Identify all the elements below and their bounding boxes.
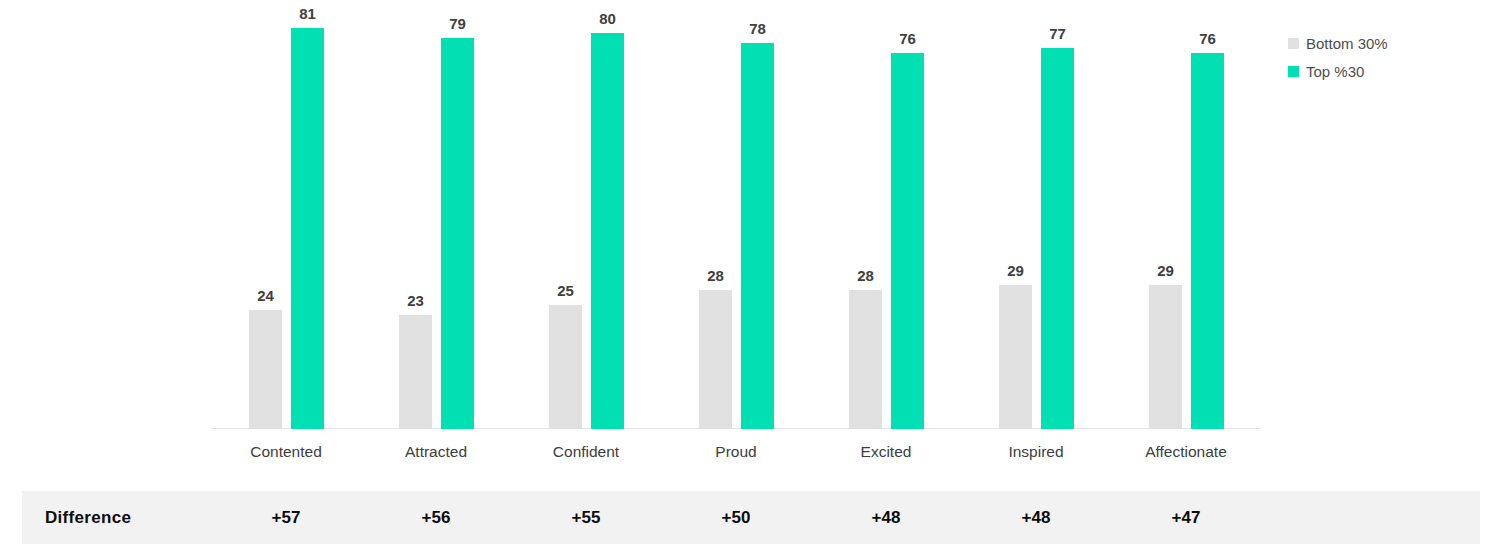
legend: Bottom 30% Top %30 (1288, 33, 1388, 89)
category-group-inspired: 2977Inspired (961, 0, 1111, 429)
legend-label-bottom30: Bottom 30% (1306, 35, 1388, 52)
bar-bottom30-excited (849, 290, 882, 429)
difference-value-confident: +55 (511, 491, 661, 544)
difference-value-affectionate: +47 (1111, 491, 1261, 544)
category-group-attracted: 2379Attracted (361, 0, 511, 429)
bar-top30-affectionate (1191, 53, 1224, 429)
value-label-bottom30-affectionate: 29 (1133, 263, 1199, 278)
value-label-bottom30-inspired: 29 (983, 263, 1049, 278)
bar-bottom30-proud (699, 290, 732, 429)
value-label-top30-inspired: 77 (1025, 26, 1091, 41)
category-label-attracted: Attracted (361, 443, 511, 461)
bar-top30-excited (891, 53, 924, 429)
difference-value-excited: +48 (811, 491, 961, 544)
value-label-top30-affectionate: 76 (1175, 31, 1241, 46)
legend-label-top30: Top %30 (1306, 63, 1364, 80)
category-label-inspired: Inspired (961, 443, 1111, 461)
bar-top30-inspired (1041, 48, 1074, 429)
legend-swatch-bottom30-icon (1288, 38, 1299, 49)
bar-bottom30-affectionate (1149, 285, 1182, 429)
legend-item-top30: Top %30 (1288, 61, 1388, 81)
bar-top30-confident (591, 33, 624, 429)
category-group-contented: 2481Contented (211, 0, 361, 429)
category-group-confident: 2580Confident (511, 0, 661, 429)
bar-top30-proud (741, 43, 774, 429)
legend-item-bottom30: Bottom 30% (1288, 33, 1388, 53)
difference-value-inspired: +48 (961, 491, 1111, 544)
value-label-bottom30-attracted: 23 (383, 293, 449, 308)
value-label-top30-confident: 80 (575, 11, 641, 26)
category-group-excited: 2876Excited (811, 0, 961, 429)
plot-area: 2481Contented2379Attracted2580Confident2… (211, 0, 1261, 429)
value-label-top30-excited: 76 (875, 31, 941, 46)
chart-canvas: 24 81 Contented 23 79 Attracted 25 80 Confident 2… (0, 0, 1500, 555)
bar-top30-contented (291, 28, 324, 429)
category-group-affectionate: 2976Affectionate (1111, 0, 1261, 429)
bar-bottom30-inspired (999, 285, 1032, 429)
value-label-bottom30-excited: 28 (833, 268, 899, 283)
category-label-excited: Excited (811, 443, 961, 461)
difference-value-proud: +50 (661, 491, 811, 544)
bar-bottom30-contented (249, 310, 282, 429)
bar-bottom30-attracted (399, 315, 432, 429)
category-label-confident: Confident (511, 443, 661, 461)
category-label-proud: Proud (661, 443, 811, 461)
value-label-bottom30-confident: 25 (533, 283, 599, 298)
category-group-proud: 2878Proud (661, 0, 811, 429)
value-label-top30-proud: 78 (725, 21, 791, 36)
difference-value-attracted: +56 (361, 491, 511, 544)
value-label-top30-attracted: 79 (425, 16, 491, 31)
bar-bottom30-confident (549, 305, 582, 429)
difference-label: Difference (45, 491, 131, 544)
legend-swatch-top30-icon (1288, 66, 1299, 77)
value-label-bottom30-proud: 28 (683, 268, 749, 283)
value-label-bottom30-contented: 24 (233, 288, 299, 303)
difference-value-contented: +57 (211, 491, 361, 544)
bar-top30-attracted (441, 38, 474, 429)
value-label-top30-contented: 81 (275, 6, 341, 21)
category-label-contented: Contented (211, 443, 361, 461)
difference-row: Difference +57+56+55+50+48+48+47 (22, 491, 1480, 544)
category-label-affectionate: Affectionate (1111, 443, 1261, 461)
